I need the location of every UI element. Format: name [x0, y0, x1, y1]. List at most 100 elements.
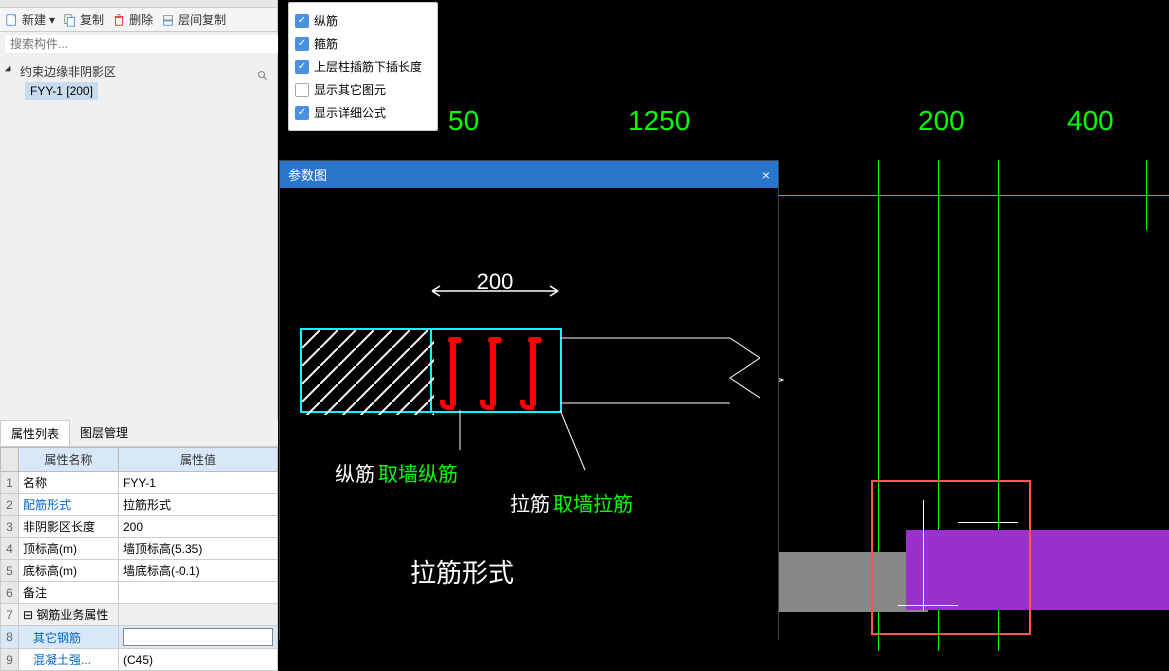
hatched-zone	[300, 328, 432, 413]
filter-label: 纵筋	[314, 12, 338, 29]
table-row[interactable]: 8 其它钢筋	[1, 626, 278, 649]
row-num: 9	[1, 649, 19, 671]
prop-name: 底标高(m)	[19, 560, 119, 582]
label-zong: 纵筋	[335, 458, 375, 487]
canvas-grid-d	[1146, 160, 1147, 230]
filter-label: 显示其它图元	[314, 81, 386, 98]
expand-icon[interactable]	[5, 66, 13, 74]
property-tabs: 属性列表 图层管理	[0, 420, 278, 447]
rebar-1	[450, 337, 464, 407]
table-row[interactable]: 3 非阴影区长度 200	[1, 516, 278, 538]
canvas-dim-left: 50	[448, 105, 479, 137]
table-row[interactable]: 6 备注	[1, 582, 278, 604]
row-num: 4	[1, 538, 19, 560]
row-num: 2	[1, 494, 19, 516]
property-table: 属性名称 属性值 1 名称 FYY-12 配筋形式 拉筋形式3 非阴影区长度 2…	[0, 447, 278, 671]
checkbox-icon[interactable]: ✓	[295, 37, 309, 51]
table-row[interactable]: 5 底标高(m) 墙底标高(-0.1)	[1, 560, 278, 582]
col-header-value: 属性值	[119, 448, 278, 472]
label-zong-val: 取墙纵筋	[378, 458, 458, 487]
col-header-name: 属性名称	[19, 448, 119, 472]
prop-name: 其它钢筋	[19, 626, 119, 649]
close-icon[interactable]: ×	[762, 167, 770, 183]
tab-layer-manage[interactable]: 图层管理	[70, 420, 138, 446]
tree-parent-label: 约束边缘非阴影区	[20, 65, 116, 79]
label-la: 拉筋	[510, 488, 550, 517]
row-num: 3	[1, 516, 19, 538]
filter-item[interactable]: ✓ 箍筋	[295, 32, 431, 55]
filter-label: 箍筋	[314, 35, 338, 52]
highlight-rect	[871, 480, 1031, 635]
layer-copy-button[interactable]: 层间复制	[161, 11, 226, 28]
new-label: 新建	[22, 11, 46, 28]
prop-name: 混凝土强...	[19, 649, 119, 671]
search-input[interactable]	[5, 35, 282, 53]
prop-name: 名称	[19, 472, 119, 494]
col-header-num	[1, 448, 19, 472]
modal-body: 200 纵筋 取墙纵筋 拉筋	[280, 188, 778, 640]
filter-label: 显示详细公式	[314, 104, 386, 121]
dim-text: 200	[430, 269, 560, 295]
param-diagram-modal: 参数图 × 200	[279, 160, 779, 640]
property-panel: 属性列表 图层管理 属性名称 属性值 1 名称 FYY-12 配筋形式 拉筋形式…	[0, 420, 278, 671]
filter-item[interactable]: ✓ 上层柱插筋下插长度	[295, 55, 431, 78]
tree-view: 约束边缘非阴影区 FYY-1 [200]	[0, 56, 277, 105]
checkbox-icon[interactable]	[295, 83, 309, 97]
label-la-val: 取墙拉筋	[553, 488, 633, 517]
layer-copy-label: 层间复制	[178, 11, 226, 28]
prop-name: 备注	[19, 582, 119, 604]
prop-value[interactable]: FYY-1	[119, 472, 278, 494]
rebar-2	[490, 337, 504, 407]
copy-label: 复制	[80, 11, 104, 28]
new-button[interactable]: 新建 ▾	[5, 11, 55, 28]
checkbox-icon[interactable]: ✓	[295, 60, 309, 74]
canvas-dim-mid: 1250	[628, 105, 690, 137]
modal-title: 参数图	[288, 165, 327, 184]
prop-value[interactable]: 200	[119, 516, 278, 538]
prop-value[interactable]	[119, 626, 278, 649]
row-num: 6	[1, 582, 19, 604]
checkbox-icon[interactable]: ✓	[295, 106, 309, 120]
filter-item[interactable]: ✓ 纵筋	[295, 9, 431, 32]
filter-item[interactable]: 显示其它图元	[295, 78, 431, 101]
prop-value[interactable]	[119, 582, 278, 604]
filter-panel: ✓ 纵筋✓ 箍筋✓ 上层柱插筋下插长度 显示其它图元✓ 显示详细公式	[288, 2, 438, 131]
prop-name: 配筋形式	[19, 494, 119, 516]
toolbar: 新建 ▾ 复制 删除 层间复制	[0, 8, 277, 32]
table-row[interactable]: 1 名称 FYY-1	[1, 472, 278, 494]
delete-button[interactable]: 删除	[112, 11, 153, 28]
dimension-200: 200	[430, 283, 560, 302]
right-lines	[560, 328, 760, 418]
layer-copy-icon	[161, 13, 175, 27]
tree-child-label: FYY-1 [200]	[30, 84, 93, 98]
copy-button[interactable]: 复制	[63, 11, 104, 28]
checkbox-icon[interactable]: ✓	[295, 14, 309, 28]
table-row[interactable]: 4 顶标高(m) 墙顶标高(5.35)	[1, 538, 278, 560]
prop-value[interactable]: (C45)	[119, 649, 278, 671]
delete-label: 删除	[129, 11, 153, 28]
table-row[interactable]: 7 ⊟ 钢筋业务属性	[1, 604, 278, 626]
prop-value[interactable]: 墙顶标高(5.35)	[119, 538, 278, 560]
canvas-dim-r2: 400	[1067, 105, 1114, 137]
prop-value[interactable]: 拉筋形式	[119, 494, 278, 516]
prop-name: 非阴影区长度	[19, 516, 119, 538]
filter-label: 上层柱插筋下插长度	[314, 58, 422, 75]
prop-name: ⊟ 钢筋业务属性	[19, 604, 119, 626]
tree-child-node[interactable]: FYY-1 [200]	[25, 82, 98, 100]
row-num: 5	[1, 560, 19, 582]
prop-value[interactable]	[119, 604, 278, 626]
prop-value[interactable]: 墙底标高(-0.1)	[119, 560, 278, 582]
table-row[interactable]: 2 配筋形式 拉筋形式	[1, 494, 278, 516]
tab-property-list[interactable]: 属性列表	[0, 420, 70, 446]
tree-parent-node[interactable]: 约束边缘非阴影区	[5, 61, 272, 82]
tab-header	[0, 0, 277, 8]
filter-item[interactable]: ✓ 显示详细公式	[295, 101, 431, 124]
modal-header[interactable]: 参数图 ×	[280, 161, 778, 188]
form-title: 拉筋形式	[410, 553, 514, 590]
rebar-zone	[432, 328, 562, 413]
table-row[interactable]: 9 混凝土强... (C45)	[1, 649, 278, 671]
canvas-area[interactable]: ✓ 纵筋✓ 箍筋✓ 上层柱插筋下插长度 显示其它图元✓ 显示详细公式 50 12…	[278, 0, 1169, 651]
row-num: 7	[1, 604, 19, 626]
canvas-dim-r1: 200	[918, 105, 965, 137]
new-icon	[5, 13, 19, 27]
